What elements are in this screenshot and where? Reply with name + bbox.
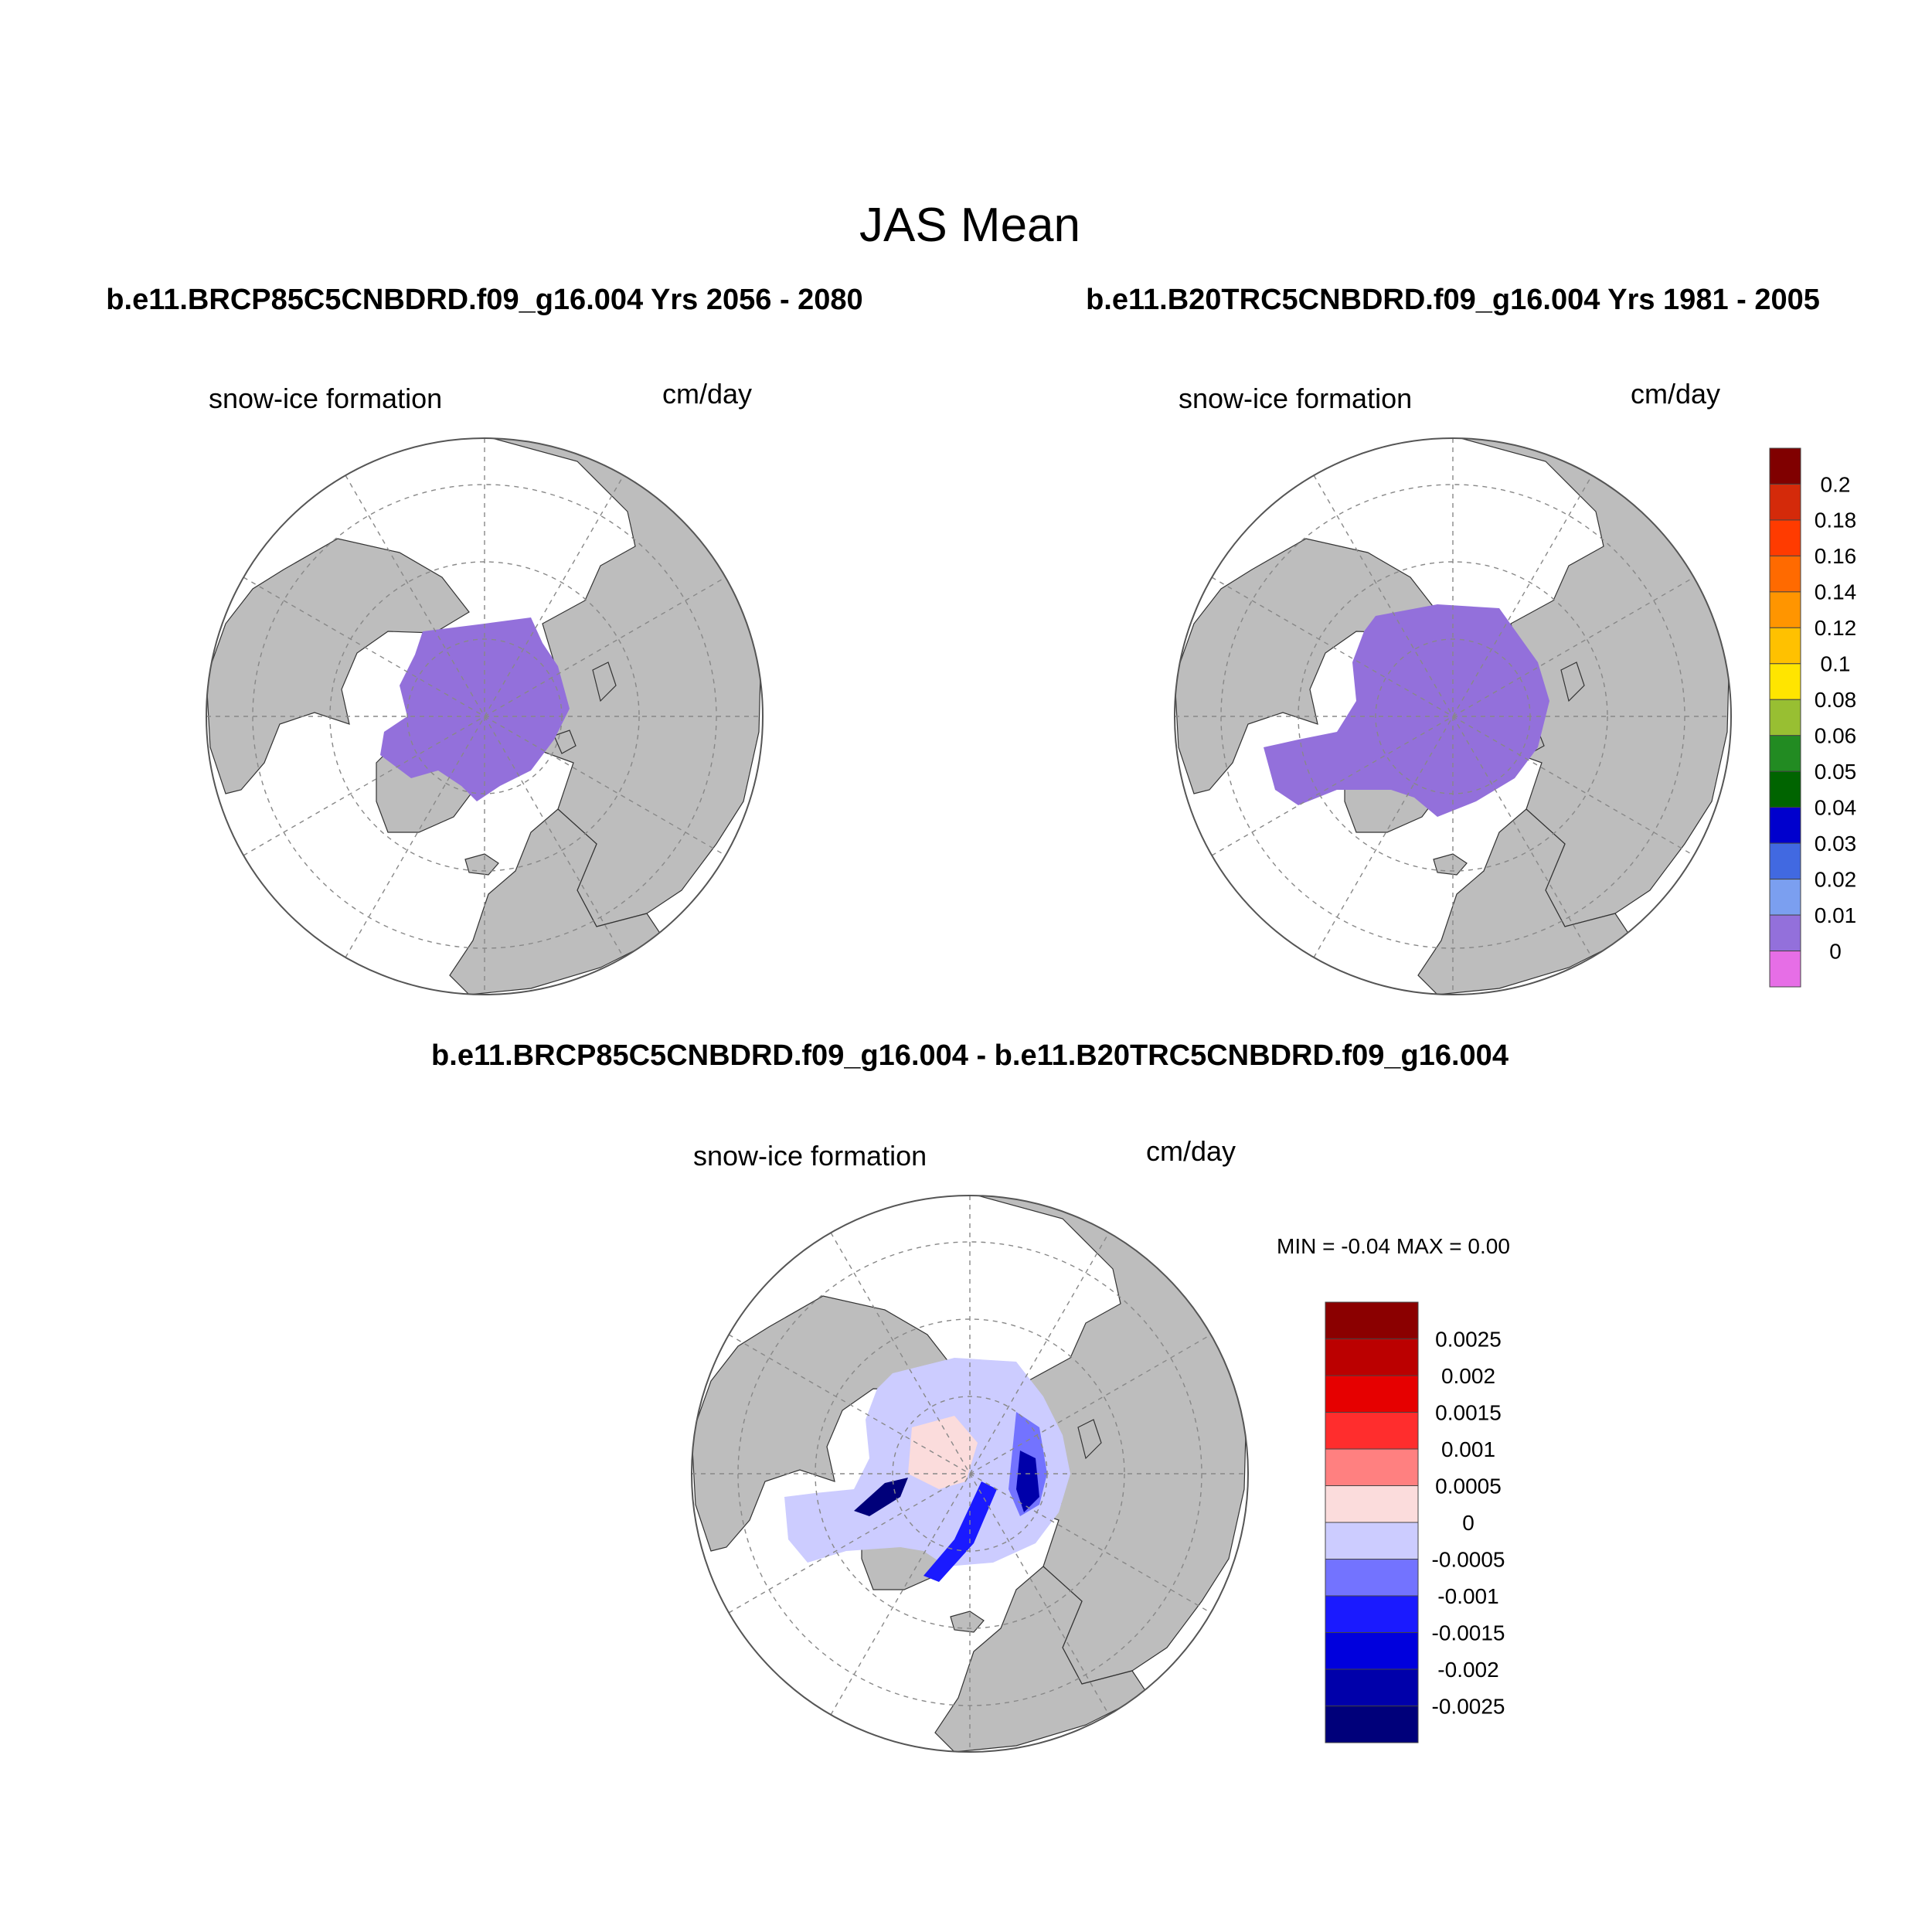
colorbar-tick-label: 0: [1829, 939, 1842, 963]
panel-title: b.e11.BRCP85C5CNBDRD.f09_g16.004 Yrs 205…: [106, 284, 862, 316]
colorbar-swatch: [1769, 770, 1801, 808]
colorbar-swatch: [1769, 447, 1801, 485]
diff-strong-negative: [1016, 1451, 1039, 1512]
units-label: cm/day: [662, 378, 752, 410]
variable-label: snow-ice formation: [209, 383, 442, 414]
colorbar-swatch: [1769, 555, 1801, 593]
colorbar-swatch: [1769, 483, 1801, 521]
colorbar-tick-label: 0.02: [1815, 867, 1857, 891]
colorbar-swatch: [1325, 1522, 1419, 1560]
panel-title: b.e11.B20TRC5CNBDRD.f09_g16.004 Yrs 1981…: [1086, 284, 1820, 316]
variable-label: snow-ice formation: [1179, 383, 1412, 414]
colorbar-swatch: [1325, 1301, 1419, 1339]
colorbar-swatch: [1769, 627, 1801, 665]
colorbar-tick-label: 0.03: [1815, 832, 1857, 855]
colorbar-swatch: [1325, 1485, 1419, 1523]
colorbar-swatch: [1769, 591, 1801, 628]
variable-label: snow-ice formation: [693, 1140, 927, 1172]
colorbar-swatch: [1325, 1448, 1419, 1486]
colorbar-top: 0.2 0.18 0.16 0.14 0.12 0.1 0.08 0.06 0.05 0.04 0.…: [1769, 447, 1857, 988]
colorbar-tick-label: 0.1: [1821, 652, 1851, 676]
colorbar-swatch: [1325, 1412, 1419, 1450]
colorbar-swatch: [1769, 879, 1801, 916]
colorbar-swatch: [1325, 1375, 1419, 1413]
main-title: JAS Mean: [859, 199, 1080, 252]
colorbar-swatch: [1769, 842, 1801, 880]
panel-title: b.e11.BRCP85C5CNBDRD.f09_g16.004 - b.e11…: [431, 1039, 1509, 1072]
colorbar-tick-label: 0.0005: [1435, 1474, 1502, 1498]
colorbar-tick-label: 0.16: [1815, 544, 1857, 568]
panel-difference: b.e11.BRCP85C5CNBDRD.f09_g16.004 - b.e11…: [431, 1039, 1510, 1753]
colorbar-tick-label: 0: [1462, 1511, 1475, 1535]
sea-ice-field: [1264, 604, 1549, 817]
colorbar-tick-label: -0.001: [1437, 1584, 1498, 1608]
colorbar-swatch: [1325, 1706, 1419, 1743]
colorbar-tick-label: 0.14: [1815, 580, 1857, 604]
colorbar-swatch: [1325, 1668, 1419, 1706]
colorbar-tick-label: 0.0025: [1435, 1327, 1502, 1351]
colorbar-tick-label: 0.001: [1441, 1437, 1495, 1461]
panel-future: b.e11.BRCP85C5CNBDRD.f09_g16.004 Yrs 205…: [106, 284, 863, 995]
polar-map: [1174, 437, 1732, 995]
colorbar-swatch: [1769, 807, 1801, 844]
colorbar-swatch: [1769, 914, 1801, 952]
min-max-stats: MIN = -0.04 MAX = 0.00: [1277, 1234, 1510, 1258]
colorbar-tick-label: 0.06: [1815, 724, 1857, 748]
polar-map: [691, 1195, 1249, 1753]
diff-strong-negative-band: [923, 1481, 997, 1582]
colorbar-swatch: [1325, 1632, 1419, 1670]
colorbar-swatch: [1769, 735, 1801, 772]
units-label: cm/day: [1146, 1135, 1236, 1167]
colorbar-swatch: [1325, 1595, 1419, 1633]
diff-light-positive: [908, 1416, 978, 1489]
colorbar-tick-label: 0.0015: [1435, 1400, 1502, 1424]
colorbar-tick-label: 0.002: [1441, 1364, 1495, 1388]
colorbar-difference: 0.0025 0.002 0.0015 0.001 0.0005 0 -0.0005 -0.0…: [1325, 1301, 1505, 1743]
colorbar-tick-label: -0.0025: [1432, 1694, 1505, 1718]
colorbar-swatch: [1769, 663, 1801, 700]
colorbar-swatch: [1325, 1559, 1419, 1597]
colorbar-tick-label: 0.05: [1815, 760, 1857, 784]
polar-map: [206, 437, 764, 995]
colorbar-tick-label: 0.12: [1815, 616, 1857, 640]
colorbar-swatch: [1325, 1338, 1419, 1376]
colorbar-tick-label: 0.2: [1821, 472, 1851, 496]
colorbar-swatch: [1769, 519, 1801, 556]
diff-strong-negative-coast: [854, 1478, 908, 1516]
colorbar-swatch: [1769, 951, 1801, 988]
colorbar-tick-label: 0.18: [1815, 509, 1857, 532]
colorbar-tick-label: -0.002: [1437, 1658, 1498, 1682]
colorbar-tick-label: -0.0005: [1432, 1547, 1505, 1571]
colorbar-tick-label: 0.08: [1815, 688, 1857, 712]
panel-historical: b.e11.B20TRC5CNBDRD.f09_g16.004 Yrs 1981…: [1086, 284, 1820, 995]
colorbar-tick-label: 0.01: [1815, 903, 1857, 927]
units-label: cm/day: [1631, 378, 1720, 410]
colorbar-tick-label: 0.04: [1815, 795, 1857, 819]
colorbar-swatch: [1769, 699, 1801, 736]
colorbar-tick-label: -0.0015: [1432, 1621, 1505, 1645]
